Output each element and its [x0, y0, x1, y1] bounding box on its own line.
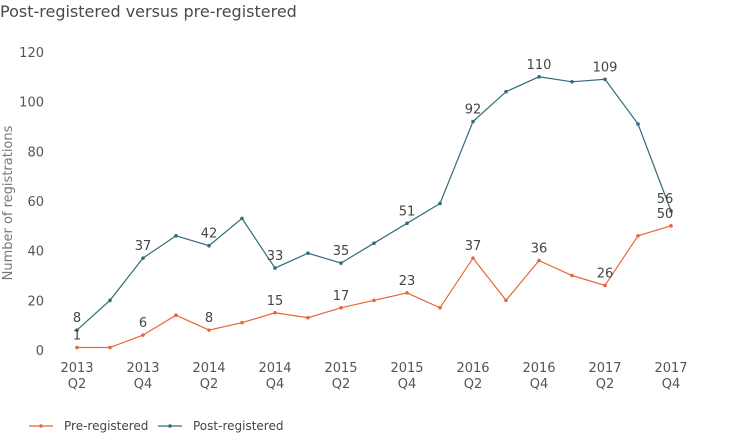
- data-point: [75, 328, 79, 332]
- x-tick-label-year: 2016: [522, 361, 555, 376]
- data-label: 110: [527, 58, 552, 73]
- x-tick-label-quarter: Q4: [662, 377, 681, 392]
- data-point: [636, 122, 640, 126]
- data-label: 36: [531, 242, 548, 257]
- x-tick-label-year: 2015: [324, 361, 357, 376]
- data-label: 1: [73, 329, 81, 344]
- x-tick-label-quarter: Q4: [266, 377, 285, 392]
- data-point: [504, 298, 508, 303]
- data-label: 109: [593, 60, 618, 75]
- data-label: 50: [657, 207, 674, 222]
- x-tick-label-quarter: Q4: [134, 377, 153, 392]
- data-point: [438, 201, 442, 206]
- x-tick-label-year: 2016: [456, 361, 489, 376]
- x-tick-label-year: 2017: [654, 361, 687, 376]
- data-label: 15: [267, 294, 284, 309]
- data-point: [174, 233, 178, 238]
- data-label: 37: [465, 239, 482, 254]
- data-point: [339, 261, 343, 265]
- data-point: [339, 305, 343, 310]
- data-point: [372, 241, 376, 246]
- data-point: [570, 80, 574, 84]
- data-point: [504, 89, 508, 94]
- y-axis: 0 20 40 60 80 100 120 Number of registrations: [1, 46, 44, 359]
- x-tick-label-quarter: Q2: [332, 377, 351, 392]
- data-point: [405, 291, 409, 295]
- data-point: [537, 258, 541, 263]
- y-tick-label: 120: [19, 46, 44, 61]
- data-point: [306, 315, 310, 320]
- x-tick-label-quarter: Q2: [596, 377, 615, 392]
- legend-label: Pre-registered: [64, 419, 148, 433]
- data-label: 51: [399, 204, 416, 219]
- y-tick-label: 20: [27, 294, 44, 309]
- x-tick-label-year: 2013: [60, 361, 93, 376]
- data-point: [75, 345, 79, 350]
- data-label: 35: [333, 244, 350, 259]
- y-axis-label: Number of registrations: [1, 125, 16, 280]
- data-point: [405, 221, 409, 226]
- data-point: [108, 298, 112, 303]
- y-tick-label: 80: [27, 145, 44, 160]
- y-tick-label: 100: [19, 96, 44, 111]
- data-point: [174, 313, 178, 318]
- data-point: [207, 243, 211, 248]
- x-tick-label-quarter: Q2: [464, 377, 483, 392]
- data-label: 26: [597, 266, 614, 281]
- x-axis: 2013Q22013Q42014Q22014Q42015Q22015Q42016…: [60, 361, 687, 392]
- data-point: [240, 320, 244, 325]
- y-tick-label: 40: [27, 245, 44, 260]
- data-point: [669, 209, 673, 213]
- data-point: [603, 283, 607, 288]
- data-point: [471, 256, 475, 260]
- legend-marker: [39, 424, 43, 428]
- y-tick-label: 0: [36, 344, 44, 359]
- data-label: 37: [135, 239, 152, 254]
- x-tick-label-quarter: Q2: [68, 377, 87, 392]
- data-point: [603, 77, 607, 82]
- data-label: 42: [201, 227, 218, 242]
- data-point: [438, 305, 442, 310]
- data-point: [471, 119, 475, 124]
- data-label: 6: [139, 316, 147, 331]
- series-line: [76, 76, 672, 331]
- x-tick-label-year: 2014: [258, 361, 291, 376]
- x-tick-label-quarter: Q4: [530, 377, 549, 392]
- data-point: [273, 310, 277, 315]
- data-point: [537, 75, 541, 79]
- data-point: [372, 298, 376, 303]
- data-point: [141, 256, 145, 260]
- legend-marker: [168, 424, 172, 428]
- data-point: [108, 345, 112, 350]
- data-label: 33: [267, 249, 284, 264]
- data-point: [207, 328, 211, 332]
- data-label: 8: [205, 311, 213, 326]
- legend-label: Post-registered: [193, 419, 283, 433]
- data-point: [141, 333, 145, 337]
- data-label: 56: [657, 192, 674, 207]
- legend: Pre-registered Post-registered: [29, 419, 283, 433]
- data-point: [273, 266, 277, 270]
- y-tick-label: 60: [27, 195, 44, 210]
- x-tick-label-year: 2013: [126, 361, 159, 376]
- data-labels: 1 6 8 15 17 23 37 36 26 50 8 37 42 33 35 51 92 110 109 56: [73, 58, 673, 344]
- data-point: [240, 216, 244, 221]
- x-tick-label-quarter: Q2: [200, 377, 219, 392]
- data-label: 92: [465, 103, 482, 118]
- data-label: 23: [399, 274, 416, 289]
- data-point: [669, 224, 673, 228]
- x-tick-label-year: 2014: [192, 361, 225, 376]
- data-point: [306, 251, 310, 255]
- series-layer: [75, 75, 673, 350]
- data-label: 8: [73, 311, 81, 326]
- x-tick-label-year: 2017: [588, 361, 621, 376]
- chart-title: Post-registered versus pre-registered: [0, 2, 297, 21]
- x-tick-label-quarter: Q4: [398, 377, 417, 392]
- data-point: [636, 233, 640, 238]
- x-tick-label-year: 2015: [390, 361, 423, 376]
- data-label: 17: [333, 289, 350, 304]
- data-point: [570, 273, 574, 278]
